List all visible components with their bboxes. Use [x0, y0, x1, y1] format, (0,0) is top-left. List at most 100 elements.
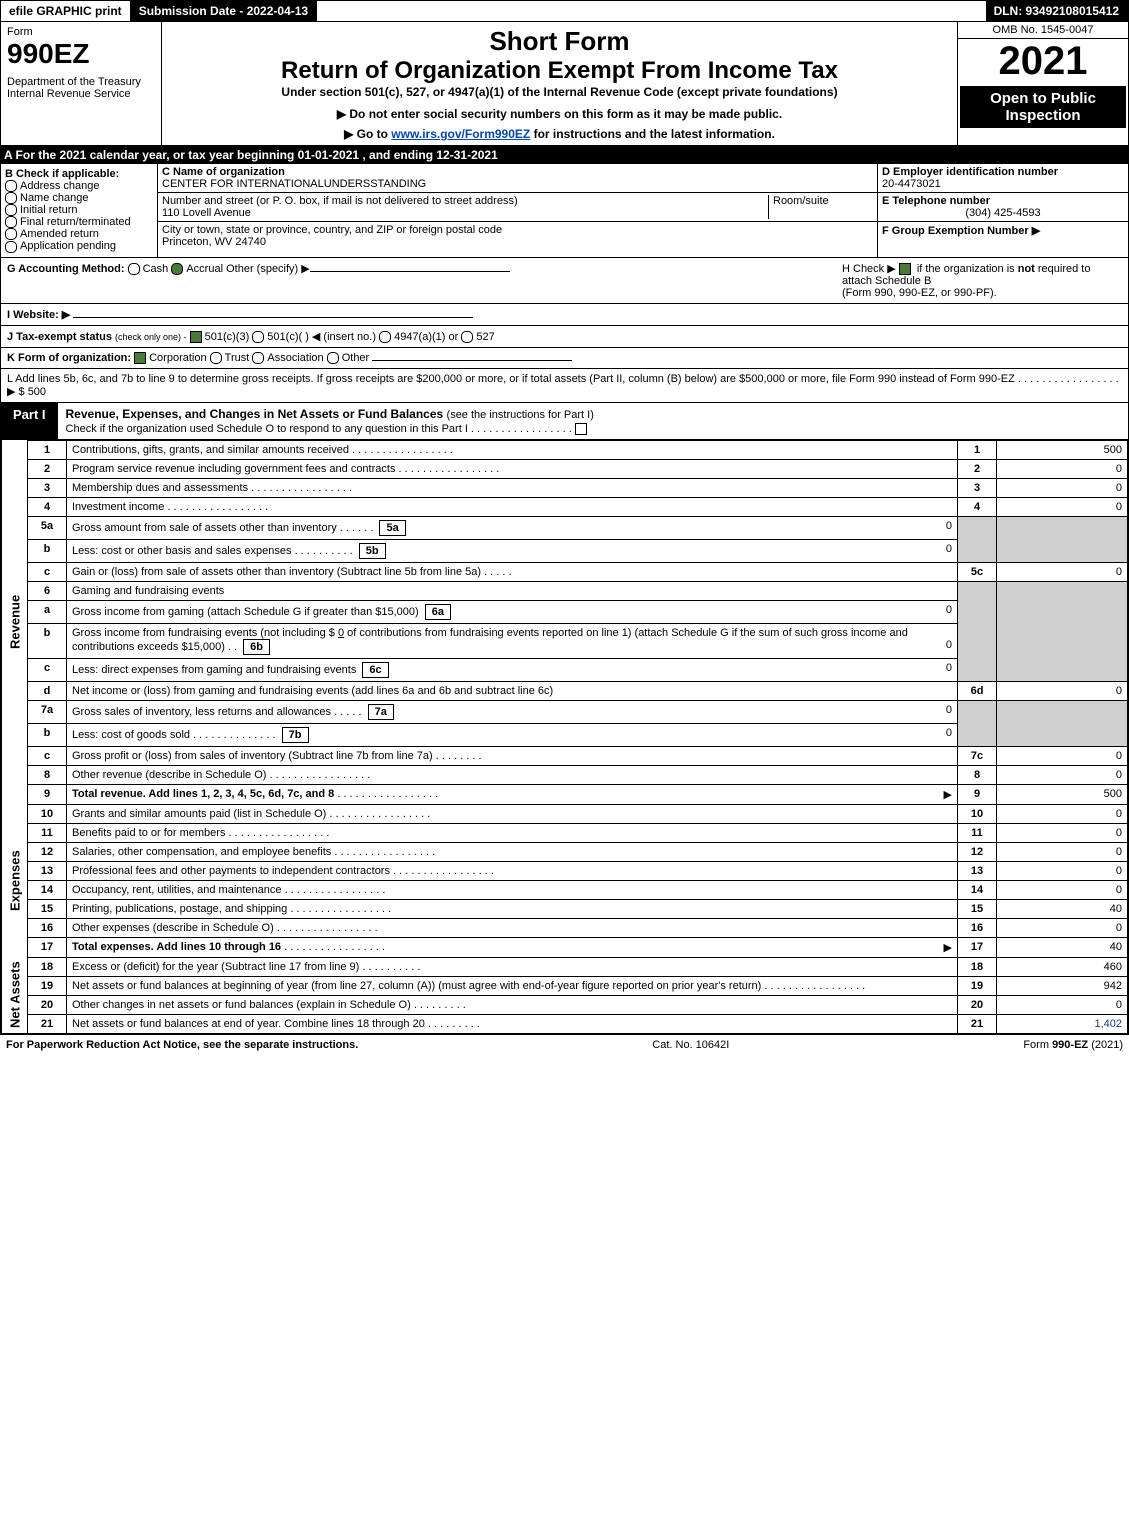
row-21: 21Net assets or fund balances at end of …: [2, 1014, 1128, 1033]
line-j: J Tax-exempt status (check only one) - 5…: [0, 326, 1129, 348]
ein-label: D Employer identification number: [882, 166, 1124, 178]
header-right: OMB No. 1545-0047 2021 Open to Public In…: [957, 22, 1128, 145]
city-label: City or town, state or province, country…: [162, 224, 873, 236]
part1-title: Revenue, Expenses, and Changes in Net As…: [58, 403, 1128, 439]
title-short: Short Form: [166, 26, 953, 57]
top-bar: efile GRAPHIC print Submission Date - 20…: [0, 0, 1129, 22]
row-7c: cGross profit or (loss) from sales of in…: [2, 746, 1128, 765]
line-k: K Form of organization: Corporation Trus…: [0, 348, 1129, 369]
row-19: 19Net assets or fund balances at beginni…: [2, 976, 1128, 995]
row-2: 2Program service revenue including gover…: [2, 459, 1128, 478]
form-number: 990EZ: [7, 38, 155, 70]
row-14: 14Occupancy, rent, utilities, and mainte…: [2, 880, 1128, 899]
accrual-check[interactable]: [171, 263, 183, 275]
dept: Department of the Treasury: [7, 76, 155, 88]
h-check[interactable]: [899, 263, 911, 275]
ein: 20-4473021: [882, 178, 1124, 190]
efile-print[interactable]: efile GRAPHIC print: [1, 1, 131, 21]
org-name-label: C Name of organization: [162, 166, 873, 178]
j-501c3[interactable]: [190, 331, 202, 343]
j-527[interactable]: [461, 331, 473, 343]
row-13: 13Professional fees and other payments t…: [2, 861, 1128, 880]
note-goto: ▶ Go to www.irs.gov/Form990EZ for instru…: [166, 127, 953, 141]
form-word: Form: [7, 26, 155, 38]
group-label: F Group Exemption Number ▶: [882, 225, 1040, 237]
netassets-label: Net Assets: [2, 957, 28, 1033]
row-9: 9Total revenue. Add lines 1, 2, 3, 4, 5c…: [2, 784, 1128, 804]
ein-row: D Employer identification number 20-4473…: [878, 164, 1128, 193]
check-final[interactable]: Final return/terminated: [5, 216, 153, 228]
section-a: A For the 2021 calendar year, or tax yea…: [0, 146, 1129, 164]
col-c: C Name of organization CENTER FOR INTERN…: [158, 164, 878, 257]
open-public: Open to Public Inspection: [960, 86, 1126, 128]
row-6: 6Gaming and fundraising events: [2, 581, 1128, 600]
street-label: Number and street (or P. O. box, if mail…: [162, 195, 768, 207]
row-17: 17Total expenses. Add lines 10 through 1…: [2, 937, 1128, 957]
other-specify[interactable]: [310, 271, 510, 272]
row-15: 15Printing, publications, postage, and s…: [2, 899, 1128, 918]
note-ssn: ▶ Do not enter social security numbers o…: [166, 107, 953, 121]
title-main: Return of Organization Exempt From Incom…: [166, 57, 953, 85]
omb: OMB No. 1545-0047: [958, 22, 1128, 39]
row-1: Revenue 1Contributions, gifts, grants, a…: [2, 440, 1128, 459]
part1-header: Part I Revenue, Expenses, and Changes in…: [0, 403, 1129, 440]
row-4: 4Investment income . . . . . . . . . . .…: [2, 497, 1128, 516]
expenses-label: Expenses: [2, 804, 28, 957]
k-other[interactable]: [327, 352, 339, 364]
footer-right: Form 990-EZ (2021): [1023, 1039, 1123, 1051]
street-row: Number and street (or P. O. box, if mail…: [158, 193, 877, 222]
row-7a: 7aGross sales of inventory, less returns…: [2, 700, 1128, 723]
org-name-row: C Name of organization CENTER FOR INTERN…: [158, 164, 877, 193]
line-i: I Website: ▶: [0, 304, 1129, 326]
info-grid: B Check if applicable: Address change Na…: [0, 164, 1129, 258]
irs: Internal Revenue Service: [7, 88, 155, 100]
revenue-label: Revenue: [2, 440, 28, 804]
phone-row: E Telephone number (304) 425-4593: [878, 193, 1128, 222]
city-row: City or town, state or province, country…: [158, 222, 877, 250]
street: 110 Lovell Avenue: [162, 207, 768, 219]
check-amended[interactable]: Amended return: [5, 228, 153, 240]
dln: DLN: 93492108015412: [986, 1, 1128, 21]
group-row: F Group Exemption Number ▶: [878, 222, 1128, 239]
row-8: 8Other revenue (describe in Schedule O) …: [2, 765, 1128, 784]
col-d: D Employer identification number 20-4473…: [878, 164, 1128, 257]
line-h: H Check ▶ if the organization is not req…: [842, 262, 1122, 299]
check-address[interactable]: Address change: [5, 180, 153, 192]
check-pending[interactable]: Application pending: [5, 240, 153, 252]
check-initial[interactable]: Initial return: [5, 204, 153, 216]
form-header: Form 990EZ Department of the Treasury In…: [0, 22, 1129, 146]
header-center: Short Form Return of Organization Exempt…: [162, 22, 957, 145]
website-field[interactable]: [73, 317, 473, 318]
k-assoc[interactable]: [252, 352, 264, 364]
part1-check[interactable]: [575, 423, 587, 435]
j-4947[interactable]: [379, 331, 391, 343]
row-11: 11Benefits paid to or for members . . . …: [2, 823, 1128, 842]
row-5c: cGain or (loss) from sale of assets othe…: [2, 562, 1128, 581]
part1-table: Revenue 1Contributions, gifts, grants, a…: [0, 440, 1129, 1035]
row-3: 3Membership dues and assessments . . . .…: [2, 478, 1128, 497]
part1-tab: Part I: [1, 403, 58, 439]
footer: For Paperwork Reduction Act Notice, see …: [0, 1035, 1129, 1055]
submission-date: Submission Date - 2022-04-13: [131, 1, 317, 21]
footer-left: For Paperwork Reduction Act Notice, see …: [6, 1039, 358, 1051]
row-16: 16Other expenses (describe in Schedule O…: [2, 918, 1128, 937]
line-g-h: G Accounting Method: Cash Accrual Other …: [0, 258, 1129, 304]
org-name: CENTER FOR INTERNATIONALUNDERSSTANDING: [162, 178, 873, 190]
footer-center: Cat. No. 10642I: [652, 1039, 729, 1051]
j-501c[interactable]: [252, 331, 264, 343]
row-10: Expenses 10Grants and similar amounts pa…: [2, 804, 1128, 823]
row-12: 12Salaries, other compensation, and empl…: [2, 842, 1128, 861]
irs-link[interactable]: www.irs.gov/Form990EZ: [391, 127, 530, 141]
city: Princeton, WV 24740: [162, 236, 873, 248]
k-trust[interactable]: [210, 352, 222, 364]
row-20: 20Other changes in net assets or fund ba…: [2, 995, 1128, 1014]
cash-check[interactable]: [128, 263, 140, 275]
k-corp[interactable]: [134, 352, 146, 364]
col-b-title: B Check if applicable:: [5, 168, 153, 180]
line-g: G Accounting Method: Cash Accrual Other …: [7, 262, 842, 299]
subtitle: Under section 501(c), 527, or 4947(a)(1)…: [166, 85, 953, 99]
line-l: L Add lines 5b, 6c, and 7b to line 9 to …: [0, 369, 1129, 403]
row-6d: dNet income or (loss) from gaming and fu…: [2, 681, 1128, 700]
row-5a: 5aGross amount from sale of assets other…: [2, 516, 1128, 539]
check-name[interactable]: Name change: [5, 192, 153, 204]
